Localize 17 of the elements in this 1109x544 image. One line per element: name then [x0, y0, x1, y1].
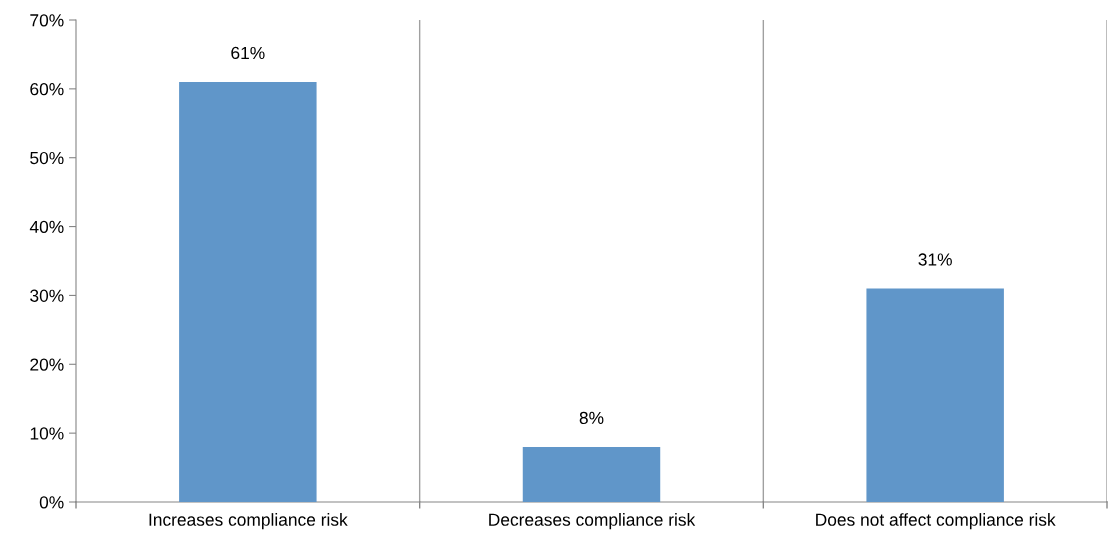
bar [179, 81, 317, 502]
y-tick-label: 0% [39, 496, 64, 509]
data-label: 61% [231, 46, 265, 60]
x-tick-label: Decreases compliance risk [489, 513, 696, 530]
bar [866, 288, 1004, 502]
x-tick-label: Does not affect compliance risk [816, 513, 1056, 530]
y-tick-label: 60% [30, 83, 64, 96]
x-tick-label: Increases compliance risk [149, 513, 348, 530]
bar [522, 446, 661, 502]
data-label: 31% [918, 253, 952, 266]
y-tick-label: 20% [30, 358, 64, 371]
y-tick-label: 50% [30, 151, 64, 165]
y-tick-label: 40% [29, 220, 64, 234]
y-tick-label: 10% [30, 427, 64, 440]
y-tick-label: 70% [30, 14, 64, 27]
data-label: 8% [579, 411, 604, 425]
y-tick-label: 30% [30, 289, 64, 302]
